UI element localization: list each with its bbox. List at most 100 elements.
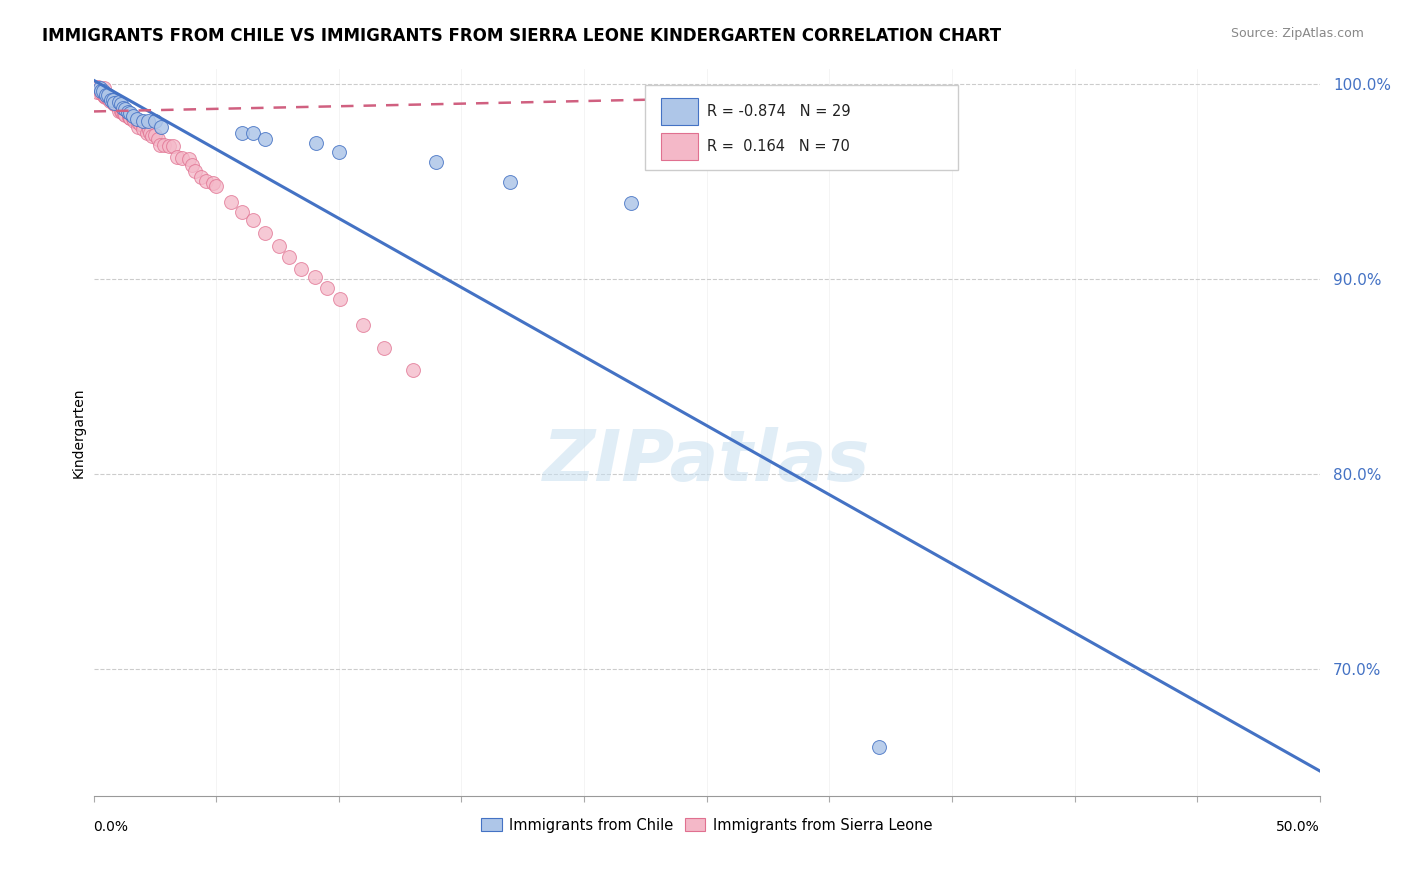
Point bbox=[120, 106, 142, 120]
Point bbox=[103, 95, 125, 110]
Y-axis label: Kindergarten: Kindergarten bbox=[72, 387, 86, 477]
Point bbox=[86, 85, 108, 99]
Point bbox=[94, 89, 117, 103]
Point bbox=[328, 145, 350, 160]
Point bbox=[121, 112, 143, 126]
Text: 50.0%: 50.0% bbox=[1277, 820, 1320, 834]
Point bbox=[132, 114, 155, 128]
Point bbox=[620, 195, 643, 210]
Point bbox=[181, 158, 204, 172]
Point bbox=[143, 128, 166, 143]
Point bbox=[89, 81, 111, 95]
Point bbox=[108, 102, 131, 116]
Text: ZIPatlas: ZIPatlas bbox=[543, 427, 870, 496]
Point bbox=[425, 155, 447, 169]
Point bbox=[117, 104, 139, 119]
Bar bbox=[661, 133, 699, 161]
Point bbox=[94, 88, 117, 103]
Point bbox=[93, 87, 115, 102]
Point bbox=[97, 92, 120, 106]
Point bbox=[402, 363, 425, 377]
Point bbox=[111, 105, 134, 120]
Point bbox=[100, 93, 122, 107]
Point bbox=[267, 238, 290, 252]
Point bbox=[87, 80, 110, 95]
Point bbox=[129, 117, 152, 131]
Point bbox=[132, 118, 155, 132]
Point bbox=[118, 112, 141, 126]
Point bbox=[118, 107, 141, 121]
Point bbox=[157, 138, 180, 153]
Point bbox=[146, 132, 169, 146]
Bar bbox=[661, 97, 699, 125]
Point bbox=[90, 84, 112, 98]
Point bbox=[329, 292, 352, 306]
Point bbox=[103, 95, 125, 109]
Point bbox=[315, 281, 337, 295]
Point bbox=[177, 153, 200, 167]
Point bbox=[98, 88, 121, 103]
Point bbox=[253, 226, 276, 240]
Point bbox=[93, 89, 115, 103]
Text: R = -0.874   N = 29: R = -0.874 N = 29 bbox=[707, 104, 851, 119]
FancyBboxPatch shape bbox=[645, 85, 957, 170]
Point bbox=[352, 318, 374, 332]
Point bbox=[278, 250, 301, 264]
Point bbox=[97, 88, 120, 103]
Point bbox=[149, 138, 172, 153]
Point bbox=[150, 120, 173, 134]
Point bbox=[110, 103, 132, 118]
Point bbox=[231, 205, 253, 219]
Point bbox=[110, 96, 132, 111]
Legend: Immigrants from Chile, Immigrants from Sierra Leone: Immigrants from Chile, Immigrants from S… bbox=[481, 818, 932, 832]
Point bbox=[305, 136, 328, 150]
Point bbox=[97, 91, 120, 105]
Point bbox=[93, 84, 115, 98]
Point bbox=[136, 127, 159, 141]
Point bbox=[111, 102, 134, 116]
Point bbox=[205, 179, 228, 194]
Point bbox=[868, 739, 890, 754]
Point bbox=[127, 120, 149, 134]
Point bbox=[125, 112, 148, 127]
Point bbox=[121, 112, 143, 126]
Point bbox=[184, 163, 207, 178]
Point bbox=[166, 150, 188, 164]
Point bbox=[118, 110, 141, 124]
Point bbox=[94, 89, 117, 103]
Point bbox=[190, 169, 212, 184]
Point bbox=[108, 95, 131, 110]
Text: R =  0.164   N = 70: R = 0.164 N = 70 bbox=[707, 139, 849, 154]
Point bbox=[120, 111, 142, 125]
Point bbox=[90, 86, 112, 100]
Point bbox=[125, 112, 148, 126]
Point bbox=[135, 117, 157, 131]
Point bbox=[104, 96, 127, 111]
Point bbox=[111, 101, 134, 115]
Point bbox=[124, 114, 146, 128]
Point bbox=[93, 81, 115, 95]
Point bbox=[103, 94, 125, 108]
Point bbox=[153, 137, 176, 152]
Text: 0.0%: 0.0% bbox=[94, 820, 128, 834]
Point bbox=[304, 270, 326, 285]
Point bbox=[100, 94, 122, 108]
Text: IMMIGRANTS FROM CHILE VS IMMIGRANTS FROM SIERRA LEONE KINDERGARTEN CORRELATION C: IMMIGRANTS FROM CHILE VS IMMIGRANTS FROM… bbox=[42, 27, 1001, 45]
Point bbox=[242, 126, 264, 140]
Point bbox=[110, 101, 132, 115]
Point bbox=[136, 113, 159, 128]
Point bbox=[201, 176, 224, 190]
Point bbox=[194, 174, 217, 188]
Point bbox=[103, 96, 125, 111]
Point bbox=[499, 175, 522, 189]
Point bbox=[141, 128, 163, 143]
Point bbox=[127, 115, 149, 129]
Point bbox=[114, 102, 136, 116]
Point bbox=[143, 114, 166, 128]
Point bbox=[114, 108, 136, 122]
Text: Source: ZipAtlas.com: Source: ZipAtlas.com bbox=[1230, 27, 1364, 40]
Point bbox=[290, 262, 312, 277]
Point bbox=[242, 213, 264, 227]
Point bbox=[253, 131, 276, 145]
Point bbox=[170, 151, 193, 165]
